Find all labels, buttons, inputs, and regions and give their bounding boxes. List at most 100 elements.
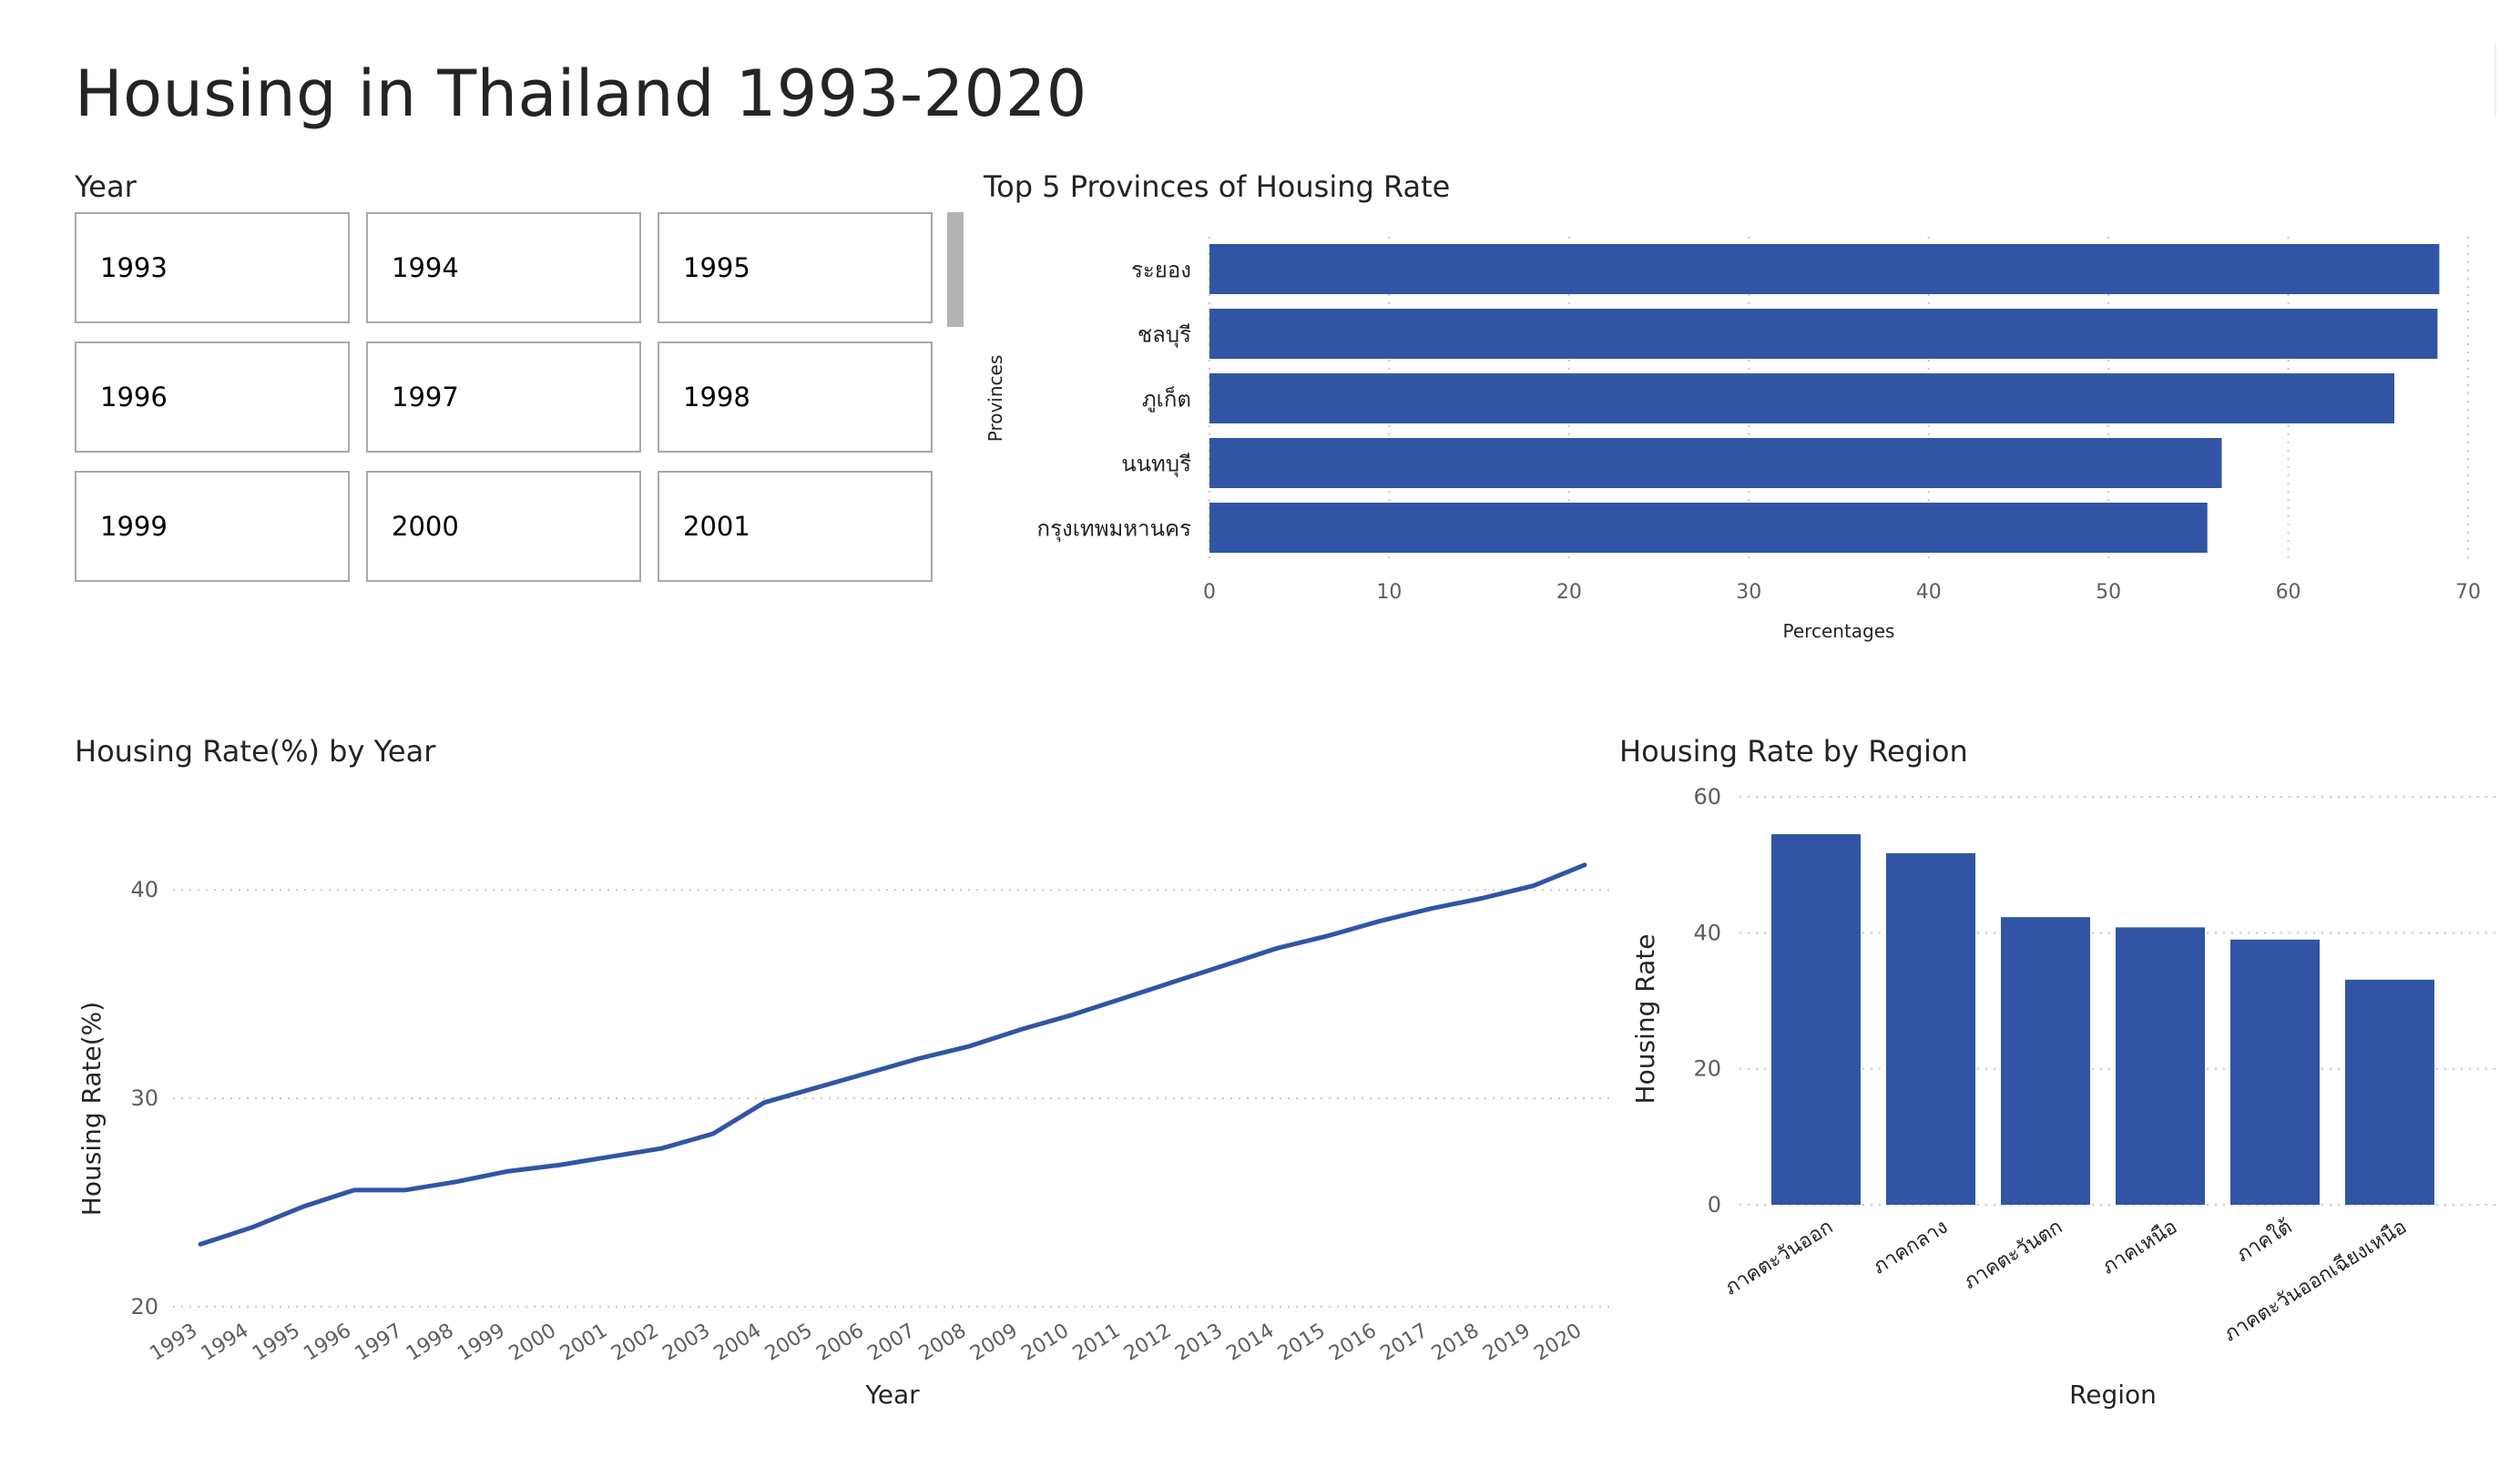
year-tile-label: 2001 xyxy=(683,511,750,542)
province-bar xyxy=(1209,309,2438,359)
y-tick-label: 30 xyxy=(130,1085,158,1111)
x-tick-label: 2001 xyxy=(556,1319,612,1366)
x-tick-label: 20 xyxy=(1556,581,1582,604)
year-chart-title: Housing Rate(%) by Year xyxy=(75,734,436,769)
year-tile-1997[interactable]: 1997 xyxy=(366,341,641,453)
y-tick-label: 20 xyxy=(1693,1056,1721,1082)
region-label: ภาคตะวันออกเฉียงเหนือ xyxy=(2220,1216,2411,1347)
x-tick-label: 2008 xyxy=(915,1319,971,1366)
year-tile-1995[interactable]: 1995 xyxy=(658,212,933,323)
x-axis-title: Region xyxy=(2069,1380,2157,1410)
year-slicer-title: Year xyxy=(75,169,137,204)
y-tick-label: 40 xyxy=(130,877,158,902)
year-tile-1998[interactable]: 1998 xyxy=(658,341,933,453)
x-tick-label: 2005 xyxy=(761,1319,817,1366)
year-tile-label: 1993 xyxy=(100,252,168,283)
year-tile-label: 1998 xyxy=(683,382,750,413)
year-tile-label: 1996 xyxy=(100,382,168,413)
housing-rate-line-chart: 2030401993199419951996199719981999200020… xyxy=(77,862,1612,1410)
region-bar xyxy=(2230,939,2320,1205)
year-tile-1993[interactable]: 1993 xyxy=(75,212,350,323)
y-axis-title: Provinces xyxy=(985,355,1006,443)
x-tick-label: 30 xyxy=(1736,581,1761,604)
x-tick-label: 2009 xyxy=(966,1319,1022,1366)
x-tick-label: 70 xyxy=(2455,581,2481,604)
province-label: ระยอง xyxy=(1131,258,1191,283)
visual-border-mark xyxy=(2494,44,2496,117)
region-bar xyxy=(2116,927,2205,1205)
x-tick-label: 2012 xyxy=(1120,1319,1176,1366)
region-bar xyxy=(1771,834,1861,1205)
year-tile-1994[interactable]: 1994 xyxy=(366,212,641,323)
y-tick-label: 20 xyxy=(130,1294,158,1319)
region-bar xyxy=(1886,852,1975,1205)
x-tick-label: 2018 xyxy=(1428,1319,1484,1366)
y-tick-label: 0 xyxy=(1708,1192,1721,1218)
x-axis-title: Percentages xyxy=(1783,620,1895,642)
x-tick-label: 2014 xyxy=(1223,1319,1279,1366)
x-tick-label: 2003 xyxy=(658,1319,714,1366)
x-tick-label: 1995 xyxy=(249,1319,304,1366)
x-tick-label: 10 xyxy=(1376,581,1402,604)
year-tile-label: 1995 xyxy=(683,252,750,283)
province-label: ชลบุรี xyxy=(1138,322,1191,349)
region-chart-title: Housing Rate by Region xyxy=(1619,734,1968,769)
province-bar xyxy=(1209,244,2440,294)
x-tick-label: 60 xyxy=(2276,581,2301,604)
provinces-bar-chart: 0 10 20 30 40 50 60 70 ระยองชลบุรีภูเก็ตนนทบุรีก… xyxy=(985,237,2481,642)
region-label: ภาคใต้ xyxy=(2232,1215,2296,1267)
x-tick-label: 2007 xyxy=(864,1319,920,1366)
x-tick-label: 2016 xyxy=(1325,1319,1381,1366)
x-tick-label: 1993 xyxy=(146,1319,201,1366)
x-tick-label: 2013 xyxy=(1171,1319,1227,1366)
year-tile-label: 2000 xyxy=(392,511,459,542)
year-tile-1996[interactable]: 1996 xyxy=(75,341,350,453)
x-tick-label: 2000 xyxy=(505,1319,561,1366)
y-axis-title: Housing Rate(%) xyxy=(77,1002,107,1216)
x-tick-label: 1999 xyxy=(454,1319,509,1366)
region-label: ภาคกลาง xyxy=(1869,1216,1952,1279)
x-tick-label: 0 xyxy=(1203,581,1216,604)
x-tick-label: 2017 xyxy=(1377,1319,1433,1366)
region-bar xyxy=(2001,917,2090,1205)
x-tick-label: 40 xyxy=(1916,581,1942,604)
x-tick-label: 2010 xyxy=(1017,1319,1073,1366)
province-bar xyxy=(1209,438,2222,488)
x-tick-label: 50 xyxy=(2096,581,2121,604)
housing-rate-series-line xyxy=(198,862,1587,1247)
x-tick-label: 2006 xyxy=(812,1319,868,1366)
y-tick-label: 60 xyxy=(1693,784,1721,810)
page-title: Housing in Thailand 1993-2020 xyxy=(75,56,1087,131)
region-label: ภาคเหนือ xyxy=(2098,1216,2181,1279)
y-axis-title: Housing Rate xyxy=(1630,934,1660,1105)
x-tick-label: 2015 xyxy=(1274,1319,1330,1366)
province-bar xyxy=(1209,503,2208,553)
province-bar xyxy=(1209,373,2395,423)
x-tick-label: 2004 xyxy=(710,1319,766,1366)
x-tick-label: 1996 xyxy=(300,1319,355,1366)
year-tile-label: 1999 xyxy=(100,511,168,542)
x-axis-title: Year xyxy=(864,1380,920,1410)
region-bar-chart: 0 20 40 60 ภาคตะวันออก ภาคกลาง ภาคตะวันตก ภาคเห… xyxy=(1630,784,2495,1410)
year-tile-2001[interactable]: 2001 xyxy=(658,471,933,582)
province-label: กรุงเทพมหานคร xyxy=(1037,516,1192,543)
x-tick-label: 2020 xyxy=(1530,1319,1586,1366)
year-tile-2000[interactable]: 2000 xyxy=(366,471,641,582)
x-tick-label: 2019 xyxy=(1479,1319,1535,1366)
year-tile-label: 1997 xyxy=(392,382,459,413)
x-tick-label: 2011 xyxy=(1069,1319,1125,1366)
x-tick-label: 2002 xyxy=(607,1319,663,1366)
provinces-chart-title: Top 5 Provinces of Housing Rate xyxy=(984,169,1451,204)
province-label: ภูเก็ต xyxy=(1142,386,1191,413)
y-tick-label: 40 xyxy=(1693,920,1721,945)
x-tick-label: 1997 xyxy=(352,1319,407,1366)
region-bar xyxy=(2345,979,2434,1205)
region-label: ภาคตะวันตก xyxy=(1960,1216,2066,1294)
slicer-scrollbar[interactable] xyxy=(947,212,964,327)
year-tile-label: 1994 xyxy=(392,252,459,283)
province-label: นนทบุรี xyxy=(1121,452,1191,478)
year-slicer: 1993 1994 1995 1996 1997 1998 1999 2000 … xyxy=(75,212,972,595)
region-label: ภาคตะวันออก xyxy=(1721,1216,1838,1300)
x-tick-label: 1998 xyxy=(403,1319,458,1366)
year-tile-1999[interactable]: 1999 xyxy=(75,471,350,582)
